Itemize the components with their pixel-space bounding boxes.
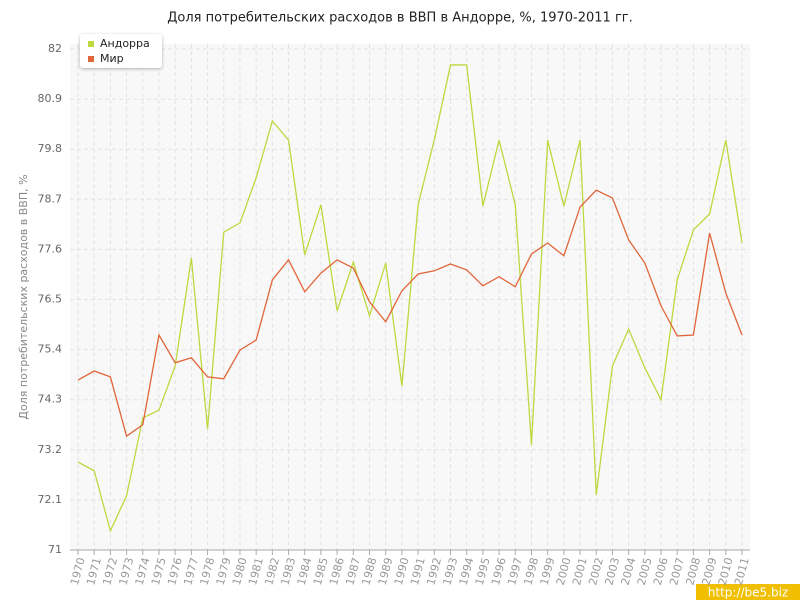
y-tick-label: 73.2 <box>38 443 63 456</box>
y-tick-label: 80.9 <box>38 92 63 105</box>
y-tick-label: 77.6 <box>38 242 63 255</box>
series-line <box>77 189 743 438</box>
series-line <box>77 64 743 533</box>
y-axis-label: Доля потребительских расходов в ВВП, % <box>17 174 30 419</box>
legend-label: Андорра <box>100 37 150 50</box>
y-tick-label: 74.3 <box>38 393 63 406</box>
watermark-bg <box>696 584 800 600</box>
legend-label: Мир <box>100 52 124 65</box>
legend-box <box>80 34 162 68</box>
watermark: http://be5.biz <box>708 586 788 600</box>
y-tick-label: 76.5 <box>38 293 63 306</box>
y-tick-label: 72.1 <box>38 493 63 506</box>
y-tick-label: 71 <box>48 543 62 556</box>
legend-swatch <box>88 56 94 62</box>
y-tick-label: 82 <box>48 42 62 55</box>
legend-swatch <box>88 41 94 47</box>
y-tick-label: 75.4 <box>38 343 63 356</box>
y-tick-label: 79.8 <box>38 142 63 155</box>
chart-title: Доля потребительских расходов в ВВП в Ан… <box>167 11 633 26</box>
y-tick-label: 78.7 <box>38 192 63 205</box>
